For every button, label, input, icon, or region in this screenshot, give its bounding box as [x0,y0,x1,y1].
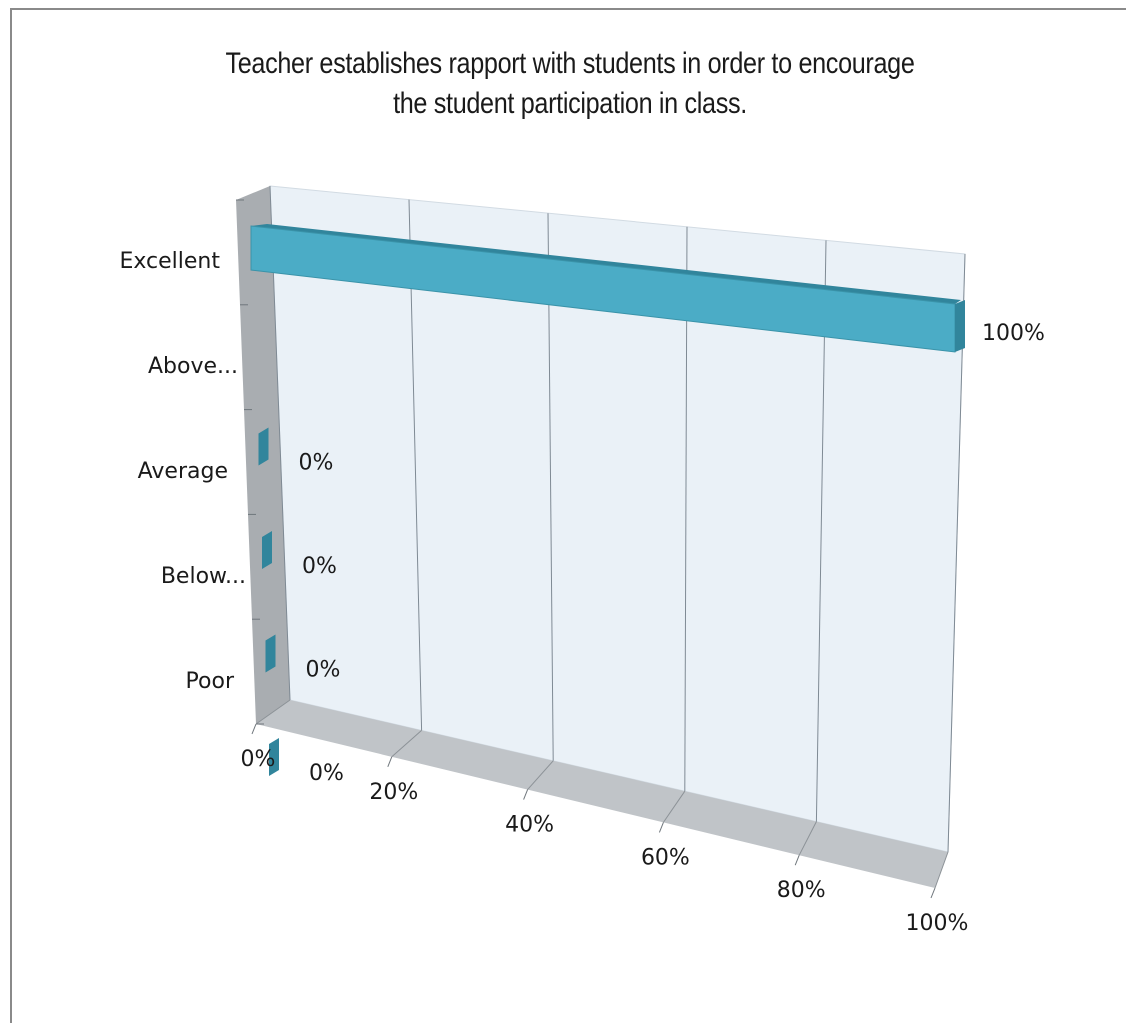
floor-gridline [391,730,422,758]
x-tick-mark [794,855,800,866]
value-label: 0% [309,761,344,786]
floor [256,700,948,888]
value-label: 100% [982,321,1045,346]
bar [269,738,279,776]
bars [250,224,965,776]
x-tick-mark [251,723,257,735]
floor-gridline [527,760,554,790]
category-label: Excellent [120,249,221,274]
labels: 0% 20% 40% 60% 80% 100% 100% Excellent 0% Above..… [120,249,1045,936]
bar [262,531,272,569]
floor-gridline [934,851,949,889]
bar-end-face [955,300,965,352]
value-label: 0% [306,658,341,683]
x-tick-label: 40% [505,813,554,838]
x-tick-label: 0% [241,747,276,772]
x-tick-mark [523,789,529,800]
value-label: 0% [299,451,334,476]
chart-title: Teacher establishes rapport with student… [225,47,915,120]
bar-top-face [251,224,961,304]
x-tick-label: 20% [369,780,418,805]
floor-gridline [662,790,686,823]
bar [258,427,269,466]
category-axis-ticks [236,199,264,725]
category-label: Average [138,459,228,484]
floor-gridline [255,699,291,725]
x-tick-label: 60% [641,845,690,870]
x-tick-label: 80% [777,878,826,903]
category-label: Poor [186,669,235,694]
bar [265,634,276,673]
x-tick-label: 100% [906,911,969,936]
category-label: Below... [161,564,246,589]
gridline [947,253,966,853]
x-tick-mark [658,822,664,833]
value-label: 0% [302,554,337,579]
x-tick-mark [930,887,936,899]
category-label: Above... [148,354,238,379]
x-tick-mark [387,756,393,767]
floor-gridline [798,821,817,856]
